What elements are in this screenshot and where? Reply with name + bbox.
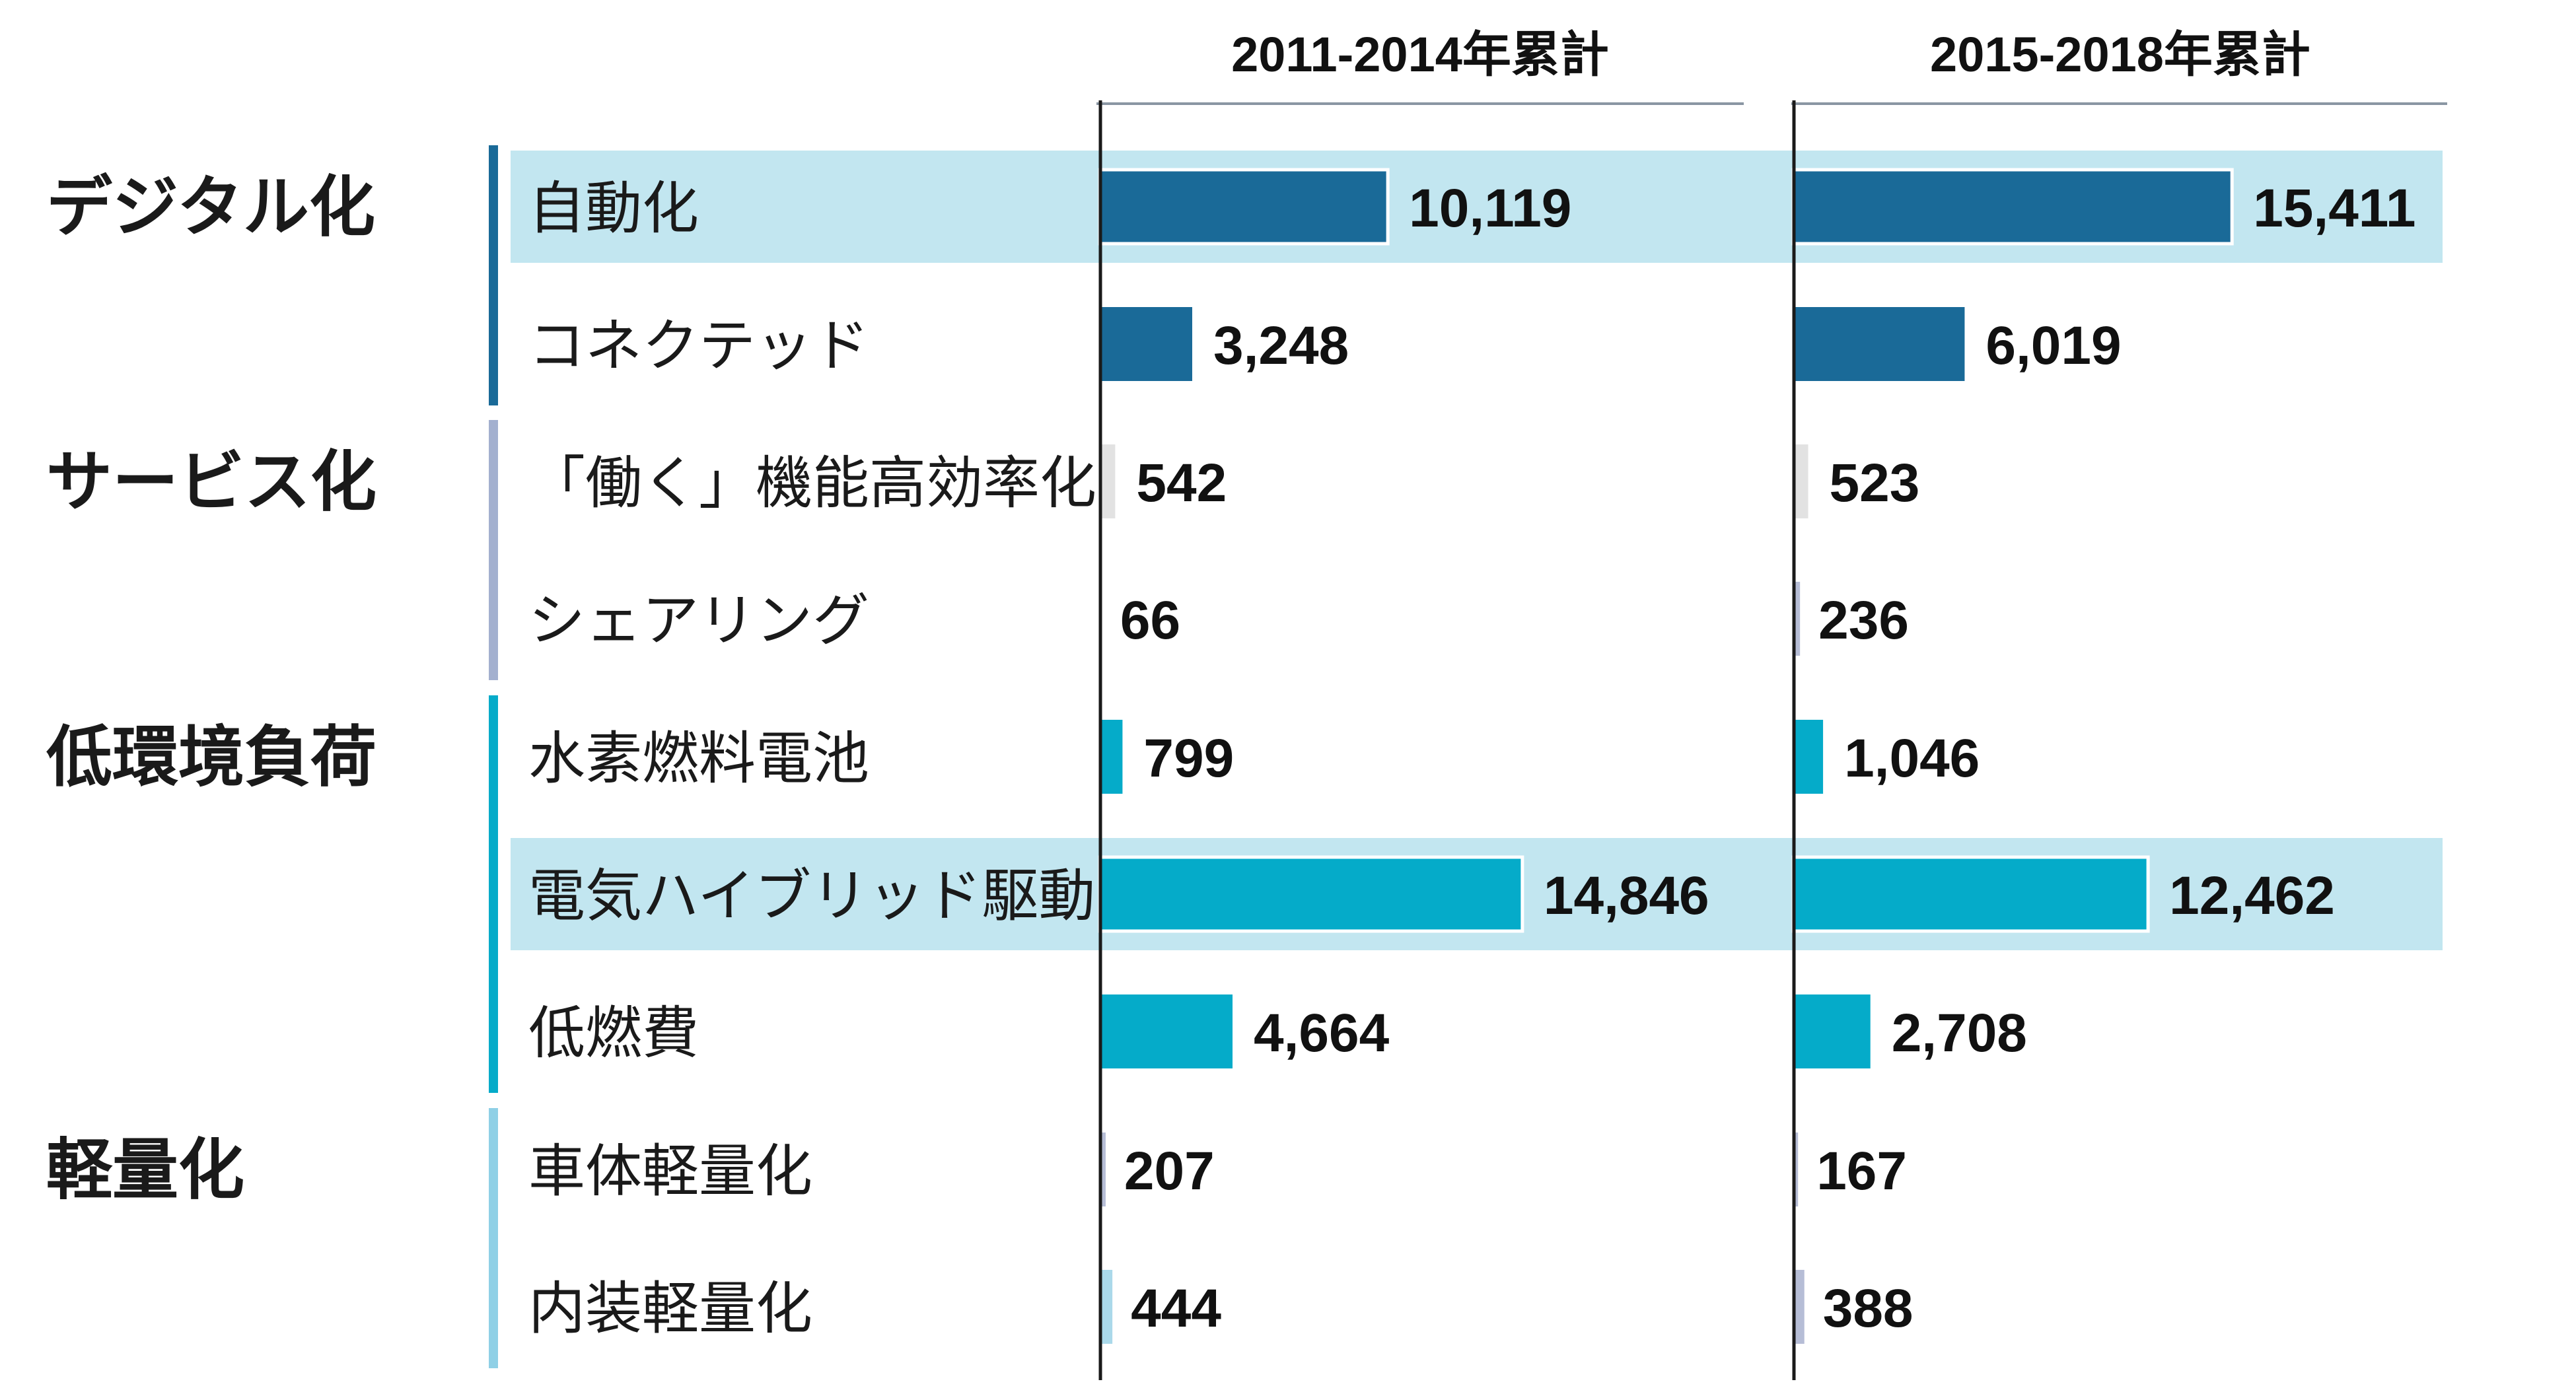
data-label: 2,708: [1892, 1003, 2027, 1063]
data-label: 542: [1136, 453, 1227, 513]
data-label: 167: [1816, 1141, 1907, 1201]
data-label: 12,462: [2169, 866, 2335, 926]
bar: [1100, 444, 1116, 518]
bar: [1098, 855, 1524, 933]
group-indicator-bar: [489, 420, 498, 680]
bar: [1793, 994, 1871, 1068]
group-label: 低環境負荷: [46, 718, 376, 796]
bar: [1793, 307, 1965, 381]
category-label: 水素燃料電池: [528, 726, 869, 792]
data-label: 4,664: [1254, 1003, 1390, 1063]
category-label: コネクテッド: [528, 313, 869, 379]
bar: [1100, 307, 1192, 381]
category-label: シェアリング: [528, 588, 869, 654]
data-label: 207: [1124, 1141, 1215, 1201]
group-label: デジタル化: [46, 168, 375, 246]
data-label: 10,119: [1409, 178, 1571, 238]
group-label: サービス化: [46, 443, 376, 520]
bar: [1100, 994, 1233, 1068]
bar: [1793, 582, 1801, 656]
category-label: 内装軽量化: [528, 1276, 812, 1342]
panel-title: 2011-2014年累計: [1231, 27, 1609, 82]
group-indicator-bar: [489, 1108, 498, 1368]
category-label: 自動化: [528, 176, 699, 242]
data-label: 799: [1143, 728, 1234, 788]
data-label: 15,411: [2253, 178, 2415, 238]
data-label: 236: [1818, 590, 1909, 650]
bar: [1793, 1270, 1805, 1344]
data-label: 66: [1120, 590, 1180, 650]
data-label: 388: [1823, 1278, 1914, 1339]
data-label: 14,846: [1544, 866, 1709, 926]
group-label: 軽量化: [46, 1131, 244, 1208]
bar: [1793, 444, 1808, 518]
data-label: 6,019: [1986, 316, 2121, 376]
bar: [1793, 1133, 1799, 1206]
bar: [1793, 720, 1824, 794]
group-indicator-bar: [489, 695, 498, 1093]
bar: [1100, 1270, 1113, 1344]
category-label: 「働く」機能高効率化: [528, 450, 1096, 516]
category-label: 車体軽量化: [528, 1138, 812, 1204]
bar: [1100, 720, 1123, 794]
category-label: 低燃費: [528, 1000, 699, 1066]
bar: [1791, 168, 2234, 246]
data-label: 523: [1830, 453, 1920, 513]
bar: [1098, 168, 1390, 246]
bar: [1791, 855, 2150, 933]
bar: [1100, 1133, 1106, 1206]
group-indicator-bar: [489, 145, 498, 405]
data-label: 1,046: [1844, 728, 1980, 788]
category-label: 電気ハイブリッド駆動: [528, 863, 1095, 929]
panel-title: 2015-2018年累計: [1930, 27, 2310, 82]
data-label: 444: [1131, 1278, 1221, 1339]
data-label: 3,248: [1213, 316, 1349, 376]
